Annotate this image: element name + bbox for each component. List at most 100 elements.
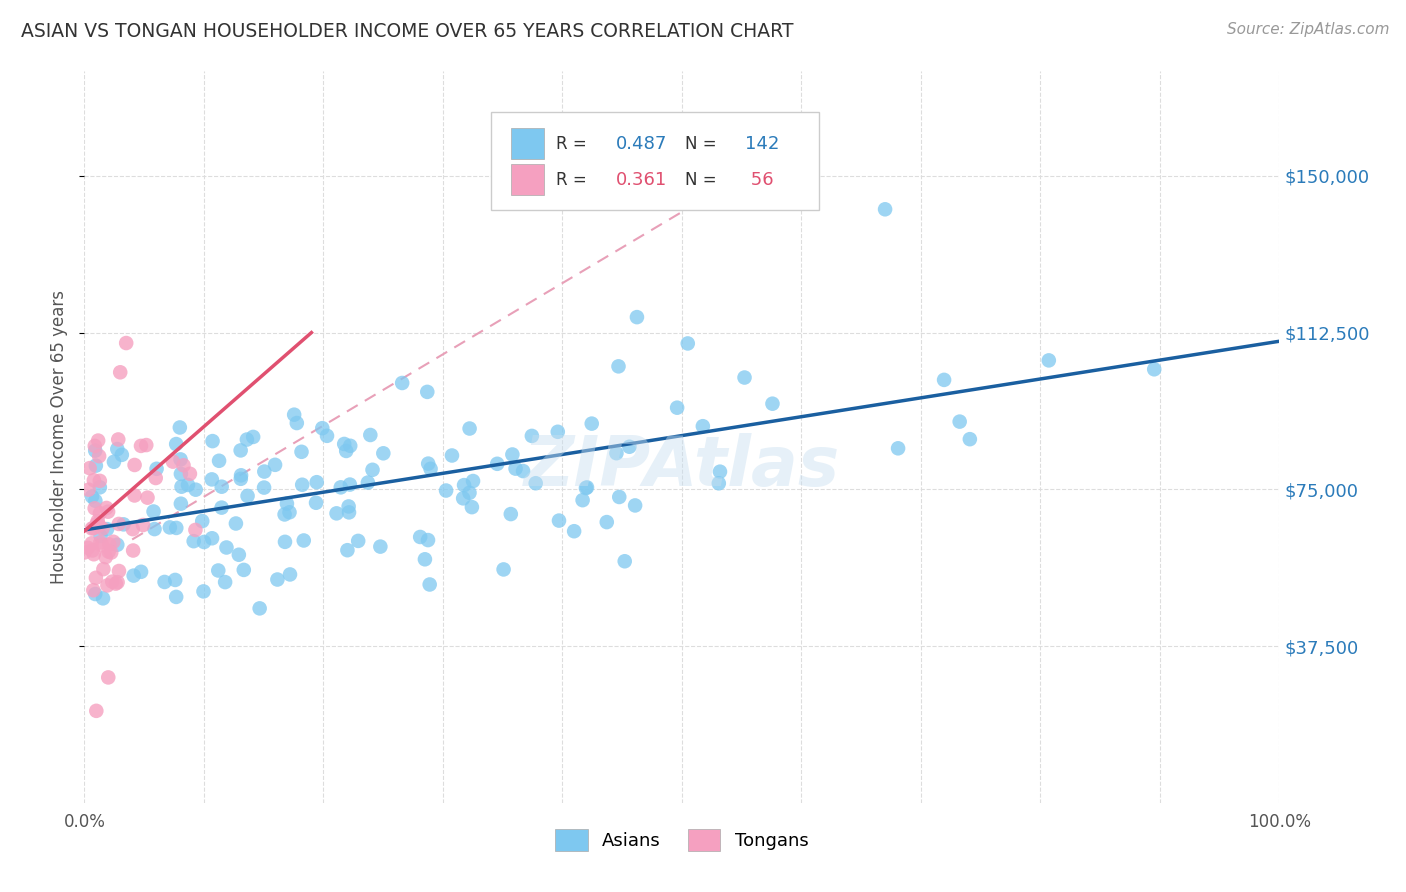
Point — [89, 480, 111, 494]
Point — [291, 477, 314, 491]
Point — [264, 458, 287, 472]
Point — [84, 587, 107, 601]
Point — [91, 522, 114, 536]
Point — [283, 408, 305, 422]
Point — [329, 480, 352, 494]
Point — [80, 536, 103, 550]
Point — [278, 567, 301, 582]
Point — [311, 421, 333, 435]
Point — [115, 336, 138, 351]
Text: N =: N = — [686, 135, 723, 153]
Point — [104, 576, 127, 591]
Point — [305, 475, 328, 490]
Point — [170, 480, 193, 494]
Point — [84, 493, 107, 508]
Point — [228, 548, 250, 562]
Point — [82, 583, 104, 598]
Point — [129, 565, 152, 579]
Point — [605, 446, 627, 460]
Point — [103, 534, 125, 549]
Point — [571, 493, 593, 508]
Point — [453, 478, 475, 492]
Point — [91, 591, 114, 606]
Point — [132, 518, 155, 533]
Point — [80, 521, 103, 535]
Point — [755, 181, 778, 195]
Point — [201, 472, 224, 486]
Point — [169, 452, 191, 467]
Point — [253, 465, 276, 479]
Point — [434, 483, 457, 498]
Point — [184, 483, 207, 497]
Point — [229, 472, 252, 486]
Point — [229, 468, 252, 483]
Point — [949, 415, 972, 429]
Point — [524, 476, 547, 491]
Point — [107, 433, 129, 447]
Point — [98, 537, 121, 551]
Point — [82, 543, 104, 558]
Point — [347, 533, 370, 548]
Point — [80, 490, 103, 504]
Point — [501, 448, 523, 462]
Point — [86, 516, 108, 531]
Point — [676, 336, 699, 351]
Point — [145, 462, 167, 476]
Point — [86, 704, 108, 718]
Point — [1038, 353, 1060, 368]
Point — [339, 477, 361, 491]
Point — [292, 533, 315, 548]
Point — [165, 573, 187, 587]
Point — [105, 538, 128, 552]
Point — [165, 590, 187, 604]
Point — [170, 497, 193, 511]
Point — [124, 458, 146, 472]
Text: 142: 142 — [745, 135, 779, 153]
Point — [87, 434, 110, 448]
Point — [173, 458, 195, 473]
Point — [499, 507, 522, 521]
Point — [159, 520, 181, 534]
Point — [520, 429, 543, 443]
Text: 56: 56 — [745, 170, 773, 188]
Point — [607, 490, 630, 504]
Text: Source: ZipAtlas.com: Source: ZipAtlas.com — [1226, 22, 1389, 37]
Point — [124, 488, 146, 502]
Text: R =: R = — [557, 135, 592, 153]
Point — [337, 500, 360, 514]
Point — [162, 455, 184, 469]
Point — [136, 491, 159, 505]
Point — [236, 489, 259, 503]
Point — [249, 601, 271, 615]
Point — [111, 448, 134, 462]
Point — [666, 401, 689, 415]
Point — [339, 439, 361, 453]
Point — [142, 504, 165, 518]
Point — [547, 425, 569, 439]
Point — [1143, 362, 1166, 376]
Point — [110, 365, 132, 379]
Point — [391, 376, 413, 390]
Point — [101, 574, 124, 589]
Point — [512, 464, 534, 478]
Point — [461, 474, 484, 488]
Point — [183, 534, 205, 549]
Point — [692, 419, 714, 434]
Point — [419, 577, 441, 591]
Point — [105, 442, 128, 456]
Point — [129, 439, 152, 453]
Point — [959, 432, 981, 446]
Point — [575, 481, 598, 495]
Point — [285, 416, 308, 430]
Bar — [510, 164, 544, 195]
Point — [707, 476, 730, 491]
Point — [236, 433, 259, 447]
Point — [492, 562, 515, 576]
Point — [153, 574, 176, 589]
Point — [596, 515, 619, 529]
Point — [333, 437, 356, 451]
Point — [359, 428, 381, 442]
Point — [505, 461, 527, 475]
Point — [83, 501, 105, 516]
Point — [79, 461, 101, 475]
